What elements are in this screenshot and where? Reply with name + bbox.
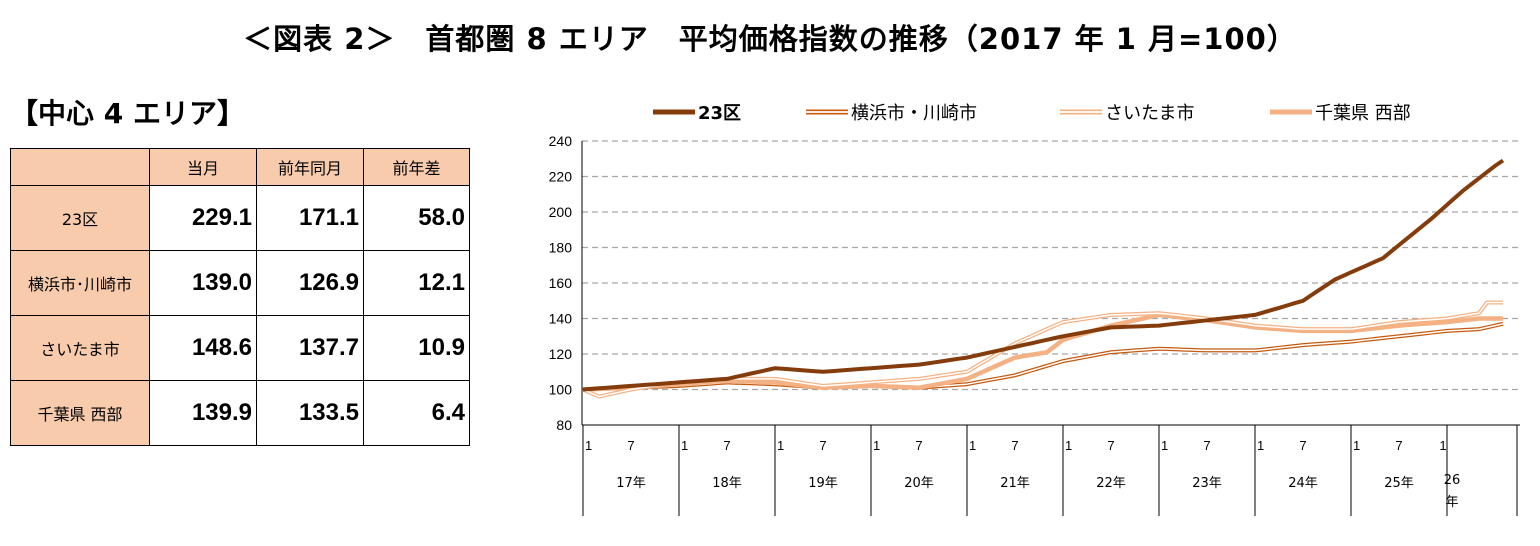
year-label: 18年 <box>712 476 742 491</box>
series-line-path <box>582 158 1505 392</box>
row-label: さいたま市 <box>10 315 150 381</box>
month-tick-label: 7 <box>1011 438 1018 453</box>
legend-item: 千葉県 西部 <box>1270 103 1411 124</box>
legend-item: さいたま市 <box>1060 103 1194 124</box>
diff-value: 58.0 <box>363 185 470 251</box>
table-corner-cell <box>10 148 150 186</box>
summary-table: 当月 前年同月 前年差 23区 229.1 171.1 58.0 横浜市･川崎市… <box>10 148 470 446</box>
prev-year-value: 126.9 <box>256 250 364 316</box>
table-row: さいたま市 148.6 137.7 10.9 <box>10 315 470 381</box>
chart-grid <box>582 140 1520 391</box>
month-tick-label: 1 <box>681 438 688 453</box>
legend-label: 23区 <box>698 103 741 124</box>
legend-label: さいたま市 <box>1105 103 1194 124</box>
year-label: 17年 <box>616 476 646 491</box>
y-tick-label: 160 <box>549 275 573 291</box>
y-tick-label: 100 <box>549 382 573 398</box>
month-tick-label: 7 <box>1203 438 1210 453</box>
month-tick-label: 1 <box>1353 438 1360 453</box>
current-value: 139.0 <box>149 250 257 316</box>
month-tick-label: 7 <box>1299 438 1306 453</box>
month-tick-label: 7 <box>627 438 634 453</box>
diff-value: 12.1 <box>363 250 470 316</box>
legend-item: 横浜市・川崎市 <box>806 103 977 124</box>
y-tick-label: 240 <box>549 133 573 149</box>
header-current-month: 当月 <box>149 148 257 186</box>
y-tick-label: 120 <box>549 346 573 362</box>
month-tick-label: 1 <box>969 438 976 453</box>
prev-year-value: 133.5 <box>256 380 364 446</box>
month-tick-label: 7 <box>1107 438 1114 453</box>
header-year-diff: 前年差 <box>363 148 470 186</box>
year-label: 23年 <box>1192 476 1222 491</box>
month-tick-label: 7 <box>915 438 922 453</box>
y-tick-label: 220 <box>549 169 573 185</box>
y-axis: 80 100 120 140 160 180 200 220 240 <box>549 133 583 433</box>
price-index-line-chart: 23区 横浜市・川崎市 さいたま市 千葉県 西部 80 100 120 140 160 180 2… <box>549 103 1520 516</box>
month-tick-label: 1 <box>1257 438 1264 453</box>
table-row: 千葉県 西部 139.9 133.5 6.4 <box>10 380 470 446</box>
month-tick-label: 1 <box>777 438 784 453</box>
legend-label: 横浜市・川崎市 <box>851 103 977 124</box>
table-header-row: 当月 前年同月 前年差 <box>10 148 470 186</box>
year-label: 20年 <box>904 476 934 491</box>
month-tick-label: 1 <box>1161 438 1168 453</box>
year-label: 19年 <box>808 476 838 491</box>
month-tick-label: 1 <box>1439 438 1446 453</box>
row-label: 千葉県 西部 <box>10 380 150 446</box>
prev-year-value: 137.7 <box>256 315 364 381</box>
current-value: 148.6 <box>149 315 257 381</box>
table-row: 23区 229.1 171.1 58.0 <box>10 185 470 251</box>
month-tick-label: 1 <box>1065 438 1072 453</box>
year-label: 26 <box>1444 473 1461 488</box>
month-tick-label: 1 <box>873 438 880 453</box>
year-label: 年 <box>1445 495 1458 510</box>
y-tick-label: 180 <box>549 240 573 256</box>
row-label: 23区 <box>10 185 150 251</box>
series-line <box>582 300 1503 399</box>
year-label: 25年 <box>1384 476 1414 491</box>
chart-series <box>582 158 1505 399</box>
year-label: 22年 <box>1096 476 1126 491</box>
legend-item: 23区 <box>653 103 741 124</box>
current-value: 229.1 <box>149 185 257 251</box>
y-tick-label: 80 <box>556 417 572 433</box>
chart-legend: 23区 横浜市・川崎市 さいたま市 千葉県 西部 <box>653 103 1411 124</box>
month-tick-label: 1 <box>585 438 592 453</box>
series-line <box>582 158 1505 392</box>
y-tick-label: 200 <box>549 204 573 220</box>
legend-label: 千葉県 西部 <box>1315 103 1411 124</box>
current-value: 139.9 <box>149 380 257 446</box>
month-tick-label: 7 <box>819 438 826 453</box>
header-prev-year-month: 前年同月 <box>256 148 364 186</box>
page-title: ＜図表 2＞ 首都圏 8 エリア 平均価格指数の推移（2017 年 1 月=10… <box>243 22 1297 56</box>
year-label: 21年 <box>1000 476 1030 491</box>
month-tick-label: 7 <box>723 438 730 453</box>
prev-year-value: 171.1 <box>256 185 364 251</box>
diff-value: 10.9 <box>363 315 470 381</box>
y-tick-label: 140 <box>549 311 573 327</box>
table-row: 横浜市･川崎市 139.0 126.9 12.1 <box>10 250 470 316</box>
series-line-inner <box>582 301 1503 398</box>
year-label: 24年 <box>1288 476 1318 491</box>
diff-value: 6.4 <box>363 380 470 446</box>
month-tick-label: 7 <box>1395 438 1402 453</box>
section-title: 【中心 4 エリア】 <box>10 97 245 130</box>
row-label: 横浜市･川崎市 <box>10 250 150 316</box>
